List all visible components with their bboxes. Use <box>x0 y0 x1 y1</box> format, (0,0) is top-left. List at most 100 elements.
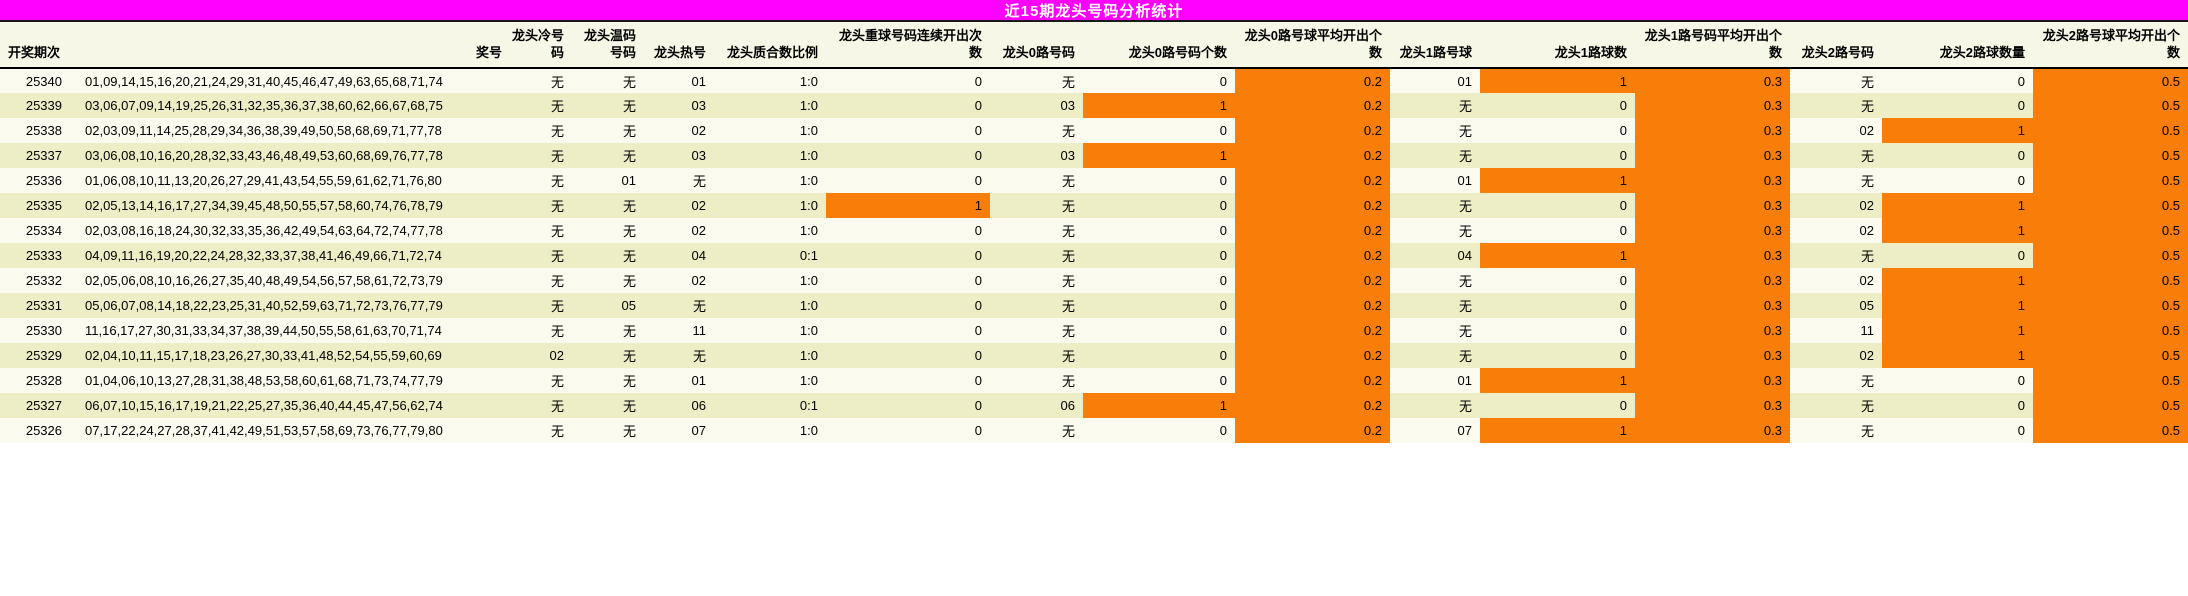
cell-ratio: 1:0 <box>714 118 826 143</box>
cell-p1_num: 无 <box>1390 318 1480 343</box>
cell-p1_avg: 0.3 <box>1635 93 1790 118</box>
cell-p0_avg: 0.2 <box>1235 218 1390 243</box>
cell-p0_count: 0 <box>1083 118 1235 143</box>
cell-p2_count: 0 <box>1882 393 2033 418</box>
cell-repeat_count: 0 <box>826 218 990 243</box>
cell-p2_count: 0 <box>1882 368 2033 393</box>
cell-ratio: 1:0 <box>714 343 826 368</box>
cell-p2_avg: 0.5 <box>2033 143 2188 168</box>
cell-p2_avg: 0.5 <box>2033 68 2188 93</box>
cell-p0_num: 无 <box>990 243 1083 268</box>
cell-p2_avg: 0.5 <box>2033 243 2188 268</box>
cell-p1_count: 1 <box>1480 68 1635 93</box>
cell-warm: 无 <box>572 393 644 418</box>
cell-p2_num: 02 <box>1790 118 1882 143</box>
cell-p2_avg: 0.5 <box>2033 93 2188 118</box>
table-row: 25335 02,05,13,14,16,17,27,34,39,45,48,50… <box>0 193 2188 218</box>
cell-warm: 无 <box>572 143 644 168</box>
cell-cold: 无 <box>510 243 572 268</box>
cell-p2_num: 11 <box>1790 318 1882 343</box>
cell-cold: 无 <box>510 193 572 218</box>
col-header-p0_avg: 龙头0路号球平均开出个数 <box>1235 22 1390 69</box>
cell-p0_num: 06 <box>990 393 1083 418</box>
col-header-numbers: 奖号 <box>70 22 510 69</box>
cell-cold: 02 <box>510 343 572 368</box>
cell-p0_num: 无 <box>990 68 1083 93</box>
cell-ratio: 1:0 <box>714 68 826 93</box>
table-row: 25339 03,06,07,09,14,19,25,26,31,32,35,36… <box>0 93 2188 118</box>
cell-p1_count: 1 <box>1480 243 1635 268</box>
cell-p2_count: 0 <box>1882 93 2033 118</box>
table-row: 25327 06,07,10,15,16,17,19,21,22,25,27,35… <box>0 393 2188 418</box>
header-row: 开奖期次 奖号 龙头冷号码 龙头温码号码 龙头热号 龙头质合数比例 龙头重球号码连续开出次数… <box>0 22 2188 69</box>
cell-p0_num: 无 <box>990 343 1083 368</box>
cell-p2_count: 1 <box>1882 118 2033 143</box>
cell-p1_count: 0 <box>1480 118 1635 143</box>
cell-p1_avg: 0.3 <box>1635 218 1790 243</box>
cell-warm: 无 <box>572 268 644 293</box>
cell-p1_num: 01 <box>1390 68 1480 93</box>
cell-p0_num: 无 <box>990 418 1083 443</box>
cell-p0_avg: 0.2 <box>1235 368 1390 393</box>
cell-p0_count: 0 <box>1083 418 1235 443</box>
col-header-p2_avg: 龙头2路号球平均开出个数 <box>2033 22 2188 69</box>
cell-hot: 07 <box>644 418 714 443</box>
cell-period: 25338 <box>0 118 70 143</box>
cell-period: 25335 <box>0 193 70 218</box>
cell-warm: 无 <box>572 318 644 343</box>
cell-cold: 无 <box>510 143 572 168</box>
cell-hot: 02 <box>644 118 714 143</box>
cell-p2_num: 无 <box>1790 68 1882 93</box>
cell-p1_avg: 0.3 <box>1635 68 1790 93</box>
cell-p2_count: 0 <box>1882 68 2033 93</box>
cell-p1_num: 无 <box>1390 268 1480 293</box>
cell-repeat_count: 0 <box>826 93 990 118</box>
cell-p0_num: 03 <box>990 143 1083 168</box>
cell-p1_count: 1 <box>1480 418 1635 443</box>
cell-ratio: 0:1 <box>714 243 826 268</box>
cell-p0_num: 03 <box>990 93 1083 118</box>
cell-period: 25333 <box>0 243 70 268</box>
cell-p0_count: 0 <box>1083 243 1235 268</box>
cell-p1_count: 0 <box>1480 218 1635 243</box>
cell-period: 25331 <box>0 293 70 318</box>
cell-cold: 无 <box>510 318 572 343</box>
cell-p0_count: 0 <box>1083 293 1235 318</box>
cell-p2_num: 无 <box>1790 368 1882 393</box>
cell-p0_count: 0 <box>1083 268 1235 293</box>
cell-repeat_count: 0 <box>826 368 990 393</box>
col-header-ratio: 龙头质合数比例 <box>714 22 826 69</box>
table-body: 25340 01,09,14,15,16,20,21,24,29,31,40,45… <box>0 68 2188 443</box>
cell-p1_avg: 0.3 <box>1635 243 1790 268</box>
cell-p2_num: 05 <box>1790 293 1882 318</box>
cell-numbers: 01,09,14,15,16,20,21,24,29,31,40,45,46,4… <box>70 68 510 93</box>
cell-hot: 01 <box>644 68 714 93</box>
table-row: 25336 01,06,08,10,11,13,20,26,27,29,41,43… <box>0 168 2188 193</box>
cell-p2_count: 0 <box>1882 418 2033 443</box>
cell-period: 25328 <box>0 368 70 393</box>
cell-p1_num: 无 <box>1390 143 1480 168</box>
cell-p1_avg: 0.3 <box>1635 193 1790 218</box>
cell-p1_count: 0 <box>1480 343 1635 368</box>
cell-p1_avg: 0.3 <box>1635 368 1790 393</box>
cell-p0_count: 1 <box>1083 143 1235 168</box>
cell-hot: 02 <box>644 268 714 293</box>
cell-ratio: 1:0 <box>714 193 826 218</box>
cell-p0_avg: 0.2 <box>1235 268 1390 293</box>
col-header-period: 开奖期次 <box>0 22 70 69</box>
cell-numbers: 02,05,13,14,16,17,27,34,39,45,48,50,55,5… <box>70 193 510 218</box>
cell-hot: 03 <box>644 93 714 118</box>
cell-p1_num: 01 <box>1390 368 1480 393</box>
cell-p1_num: 无 <box>1390 293 1480 318</box>
cell-hot: 无 <box>644 293 714 318</box>
cell-period: 25330 <box>0 318 70 343</box>
col-header-hot: 龙头热号 <box>644 22 714 69</box>
cell-p1_num: 01 <box>1390 168 1480 193</box>
cell-p0_num: 无 <box>990 268 1083 293</box>
cell-p2_avg: 0.5 <box>2033 293 2188 318</box>
cell-hot: 01 <box>644 368 714 393</box>
cell-p0_num: 无 <box>990 368 1083 393</box>
cell-warm: 05 <box>572 293 644 318</box>
cell-numbers: 07,17,22,24,27,28,37,41,42,49,51,53,57,5… <box>70 418 510 443</box>
cell-ratio: 0:1 <box>714 393 826 418</box>
